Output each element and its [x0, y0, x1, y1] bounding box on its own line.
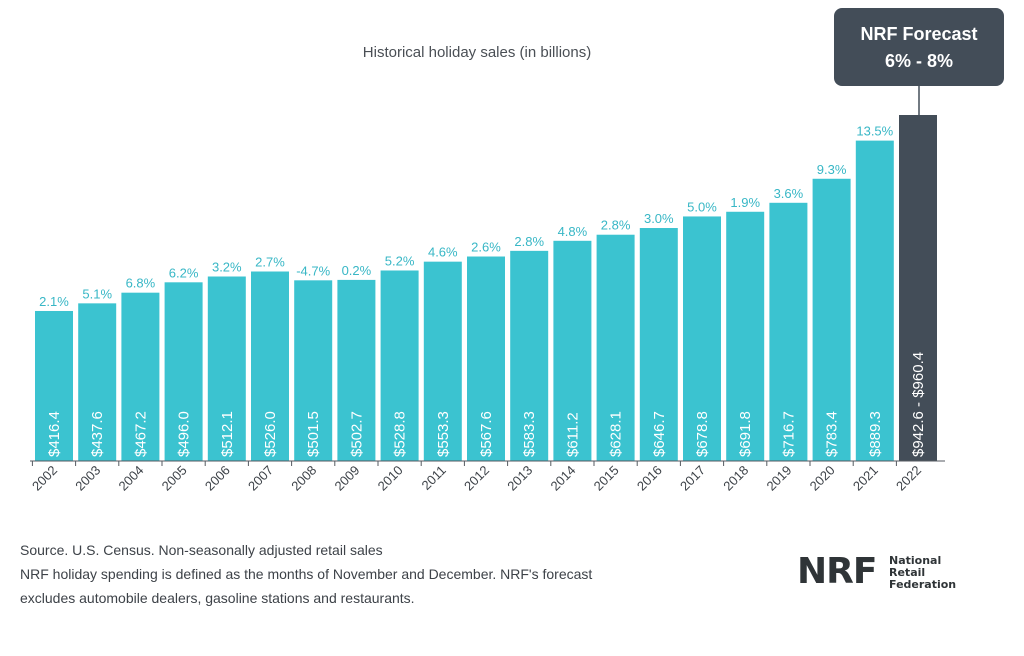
value-label-2020: $783.4: [824, 411, 841, 457]
x-tick-label-2014: 2014: [547, 463, 578, 494]
growth-label-2021: 13.5%: [856, 124, 893, 139]
growth-label-2006: 3.2%: [212, 260, 242, 275]
bar-2013: [510, 250, 549, 461]
value-label-2010: $528.8: [392, 411, 409, 457]
bar-2014: [553, 240, 592, 461]
x-tick-label-2022: 2022: [893, 463, 924, 494]
x-tick-label-2006: 2006: [202, 463, 233, 494]
bar-2002: [35, 310, 73, 461]
x-tick-label-2009: 2009: [331, 463, 362, 494]
bar-2020: [812, 178, 851, 461]
callout-title: NRF Forecast: [860, 24, 977, 44]
value-label-2022: $942.6 - $960.4: [910, 352, 927, 457]
footnote-definition: NRF holiday spending is defined as the m…: [20, 566, 593, 582]
x-tick-label-2004: 2004: [115, 463, 146, 494]
value-label-2007: $526.0: [262, 411, 279, 457]
growth-label-2007: 2.7%: [255, 254, 285, 269]
holiday-sales-chart: Historical holiday sales (in billions) $…: [29, 8, 1004, 494]
chart-title: Historical holiday sales (in billions): [363, 44, 591, 61]
growth-label-2008: -4.7%: [296, 263, 330, 278]
nrf-logo-text: National Retail Federation: [889, 555, 956, 591]
value-label-2015: $628.1: [608, 411, 625, 457]
x-tick-label-2016: 2016: [634, 463, 665, 494]
x-tick-label-2008: 2008: [288, 463, 319, 494]
growth-label-2018: 1.9%: [730, 195, 760, 210]
growth-label-2013: 2.8%: [514, 234, 544, 249]
x-tick-label-2007: 2007: [245, 463, 276, 494]
growth-label-2015: 2.8%: [601, 218, 631, 233]
growth-label-2016: 3.0%: [644, 211, 674, 226]
x-tick-layer: 2002 2003 2004 2005 2006 2007 2008 2009 2010 2011…: [29, 461, 924, 494]
logo-line-federation: Federation: [889, 578, 957, 591]
growth-label-2014: 4.8%: [558, 224, 588, 239]
logo-line-national: National: [889, 554, 942, 567]
bars-layer: $416.4 2.1% $437.6 5.1% $467.2 6.8% $496.0 6.2%…: [35, 115, 937, 461]
growth-label-2004: 6.8%: [126, 276, 156, 291]
logo-line-retail: Retail: [889, 566, 926, 579]
value-label-2014: $611.2: [564, 412, 581, 457]
growth-label-2009: 0.2%: [342, 263, 372, 278]
growth-label-2019: 3.6%: [774, 186, 804, 201]
bar-2016: [639, 228, 678, 461]
bar-2009: [337, 279, 376, 461]
x-tick-label-2005: 2005: [159, 463, 190, 494]
callout-range: 6% - 8%: [885, 51, 953, 71]
bar-2011: [423, 261, 462, 461]
x-tick-label-2012: 2012: [461, 463, 492, 494]
value-label-2021: $889.3: [867, 411, 884, 457]
growth-label-2002: 2.1%: [39, 294, 69, 309]
value-label-2006: $512.1: [219, 411, 236, 457]
value-label-2012: $567.6: [478, 411, 495, 457]
value-label-2009: $502.7: [348, 411, 365, 457]
footnote-exclusions: excludes automobile dealers, gasoline st…: [20, 590, 415, 606]
bar-2019: [769, 202, 808, 461]
x-tick-label-2018: 2018: [720, 463, 751, 494]
bar-2010: [380, 270, 419, 461]
value-label-2003: $437.6: [89, 411, 106, 457]
value-label-2011: $553.3: [435, 411, 452, 457]
x-tick-label-2015: 2015: [591, 463, 622, 494]
value-label-2019: $716.7: [780, 411, 797, 457]
forecast-bar-2022: [899, 115, 937, 461]
x-tick-label-2017: 2017: [677, 463, 708, 494]
value-label-2002: $416.4: [46, 411, 63, 457]
growth-label-2017: 5.0%: [687, 199, 717, 214]
growth-label-2011: 4.6%: [428, 245, 458, 260]
footnote-source: Source. U.S. Census. Non-seasonally adju…: [20, 542, 383, 558]
x-tick-label-2021: 2021: [850, 463, 881, 494]
bar-2008: [294, 280, 333, 461]
growth-label-2012: 2.6%: [471, 240, 501, 255]
x-tick-label-2003: 2003: [72, 463, 103, 494]
growth-label-2003: 5.1%: [82, 286, 112, 301]
bar-2012: [467, 256, 505, 461]
value-label-2004: $467.2: [132, 411, 149, 457]
value-label-2005: $496.0: [176, 411, 193, 457]
x-tick-label-2019: 2019: [763, 463, 794, 494]
bar-2017: [683, 216, 721, 461]
bar-2004: [121, 292, 160, 461]
bar-2021: [855, 140, 894, 461]
bar-2007: [251, 271, 289, 461]
value-label-2016: $646.7: [651, 411, 668, 457]
nrf-logo-mark: NRF: [797, 551, 877, 592]
bar-2006: [207, 276, 246, 461]
forecast-callout: NRF Forecast 6% - 8%: [834, 8, 1004, 86]
x-tick-label-2011: 2011: [419, 463, 449, 493]
x-tick-label-2010: 2010: [375, 463, 406, 494]
x-tick-label-2002: 2002: [29, 463, 60, 494]
growth-label-2010: 5.2%: [385, 253, 415, 268]
x-tick-label-2013: 2013: [504, 463, 535, 494]
value-label-2008: $501.5: [305, 411, 322, 457]
bar-2003: [78, 303, 117, 461]
value-label-2013: $583.3: [521, 411, 538, 457]
value-label-2018: $691.8: [737, 411, 754, 457]
bar-2015: [596, 234, 635, 461]
growth-label-2005: 6.2%: [169, 265, 199, 280]
growth-label-2020: 9.3%: [817, 162, 847, 177]
bar-2005: [164, 282, 203, 461]
x-tick-label-2020: 2020: [807, 463, 838, 494]
bar-2018: [726, 211, 765, 461]
value-label-2017: $678.8: [694, 411, 711, 457]
callout-box: [834, 8, 1004, 86]
